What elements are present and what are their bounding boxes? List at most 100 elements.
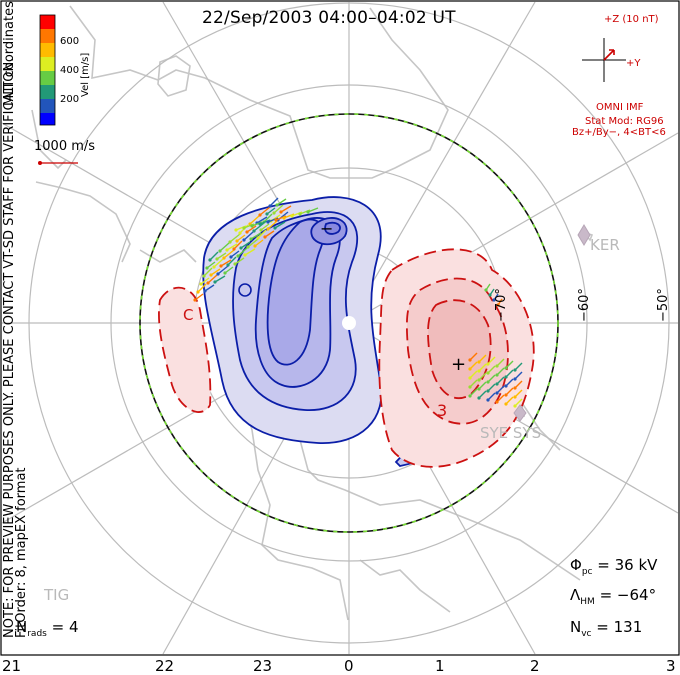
velocity-vector [487, 356, 496, 365]
velocity-vector [204, 284, 215, 292]
velocity-vector [469, 388, 478, 397]
velocity-vector-origin [268, 204, 272, 208]
velocity-vector-origin [486, 380, 490, 384]
mlt-label-1: 1 [435, 657, 445, 675]
velocity-vector-origin [477, 378, 481, 382]
velocity-vector-origin [513, 404, 517, 408]
velocity-vector-origin [258, 213, 262, 217]
velocity-vector [496, 367, 505, 376]
velocity-vector [505, 369, 514, 378]
velocity-vector [514, 362, 523, 371]
velocity-vector [496, 358, 505, 367]
velocity-vector [240, 241, 251, 249]
imf-clock-dial [582, 38, 626, 82]
velocity-vector [214, 275, 226, 283]
color-scale-bar [39, 14, 56, 126]
velocity-vector-origin [495, 382, 499, 386]
velocity-vector [254, 239, 264, 247]
velocity-vector-origin [234, 228, 238, 232]
mlt-label-22: 22 [155, 657, 175, 675]
velocity-vector-origin [202, 274, 206, 278]
velocity-vector [514, 371, 523, 380]
mlt-label-23: 23 [253, 657, 273, 675]
stat-lambda-symbol: Λ [570, 586, 581, 604]
colorbar-label: Vel [m/s] [80, 52, 91, 97]
colorbar-tick-400: 400 [60, 65, 80, 76]
positive-potential-cell [158, 248, 535, 468]
velocity-vector-origin [468, 394, 472, 398]
velocity-vector [267, 220, 278, 230]
velocity-vector-origin [486, 398, 490, 402]
scale-vector-label: 1000 m/s [34, 139, 96, 154]
velocity-vector [209, 251, 219, 261]
velocity-vector-origin [226, 263, 230, 267]
map-title: 22/Sep/2003 04:00–04:02 UT [202, 8, 456, 28]
station-markers [513, 224, 591, 422]
stat-nrads-symbol: N [16, 618, 28, 636]
velocity-vector [227, 256, 237, 266]
stat-phi-value: = 36 kV [597, 556, 658, 574]
velocity-vector-origin [215, 257, 219, 261]
stat-nrads-sub: rads [27, 629, 47, 639]
velocity-vector-origin [468, 367, 472, 371]
velocity-vector [194, 293, 204, 301]
velocity-vector-origin [504, 375, 508, 379]
velocity-vector [260, 223, 270, 231]
stat-nvc: Nvc = 131 [570, 618, 642, 639]
velocity-vector-origin [477, 369, 481, 373]
velocity-vector-origin [256, 236, 260, 240]
velocity-vector-origin [477, 396, 481, 400]
velocity-vector [217, 265, 229, 275]
velocity-vector-origin [219, 264, 223, 268]
velocity-vector [259, 206, 271, 216]
imf-y-label: +Y [626, 58, 641, 69]
velocity-vector-origin [205, 266, 209, 270]
mlt-label-2: 2 [530, 657, 540, 675]
velocity-vector [249, 215, 260, 225]
velocity-vector-origin [259, 228, 263, 232]
velocity-vector [243, 231, 254, 241]
velocity-vector [478, 390, 487, 399]
velocity-vector [220, 259, 232, 267]
velocity-vector-origin [208, 258, 212, 262]
velocity-vector-origin [513, 368, 517, 372]
velocity-vector-origin [225, 248, 229, 252]
velocity-vector-origin [246, 245, 250, 249]
velocity-vector [505, 387, 514, 396]
velocity-vector [469, 379, 478, 388]
velocity-vector [257, 229, 267, 239]
velocity-vector-origin [228, 240, 232, 244]
velocity-vector [496, 376, 505, 385]
velocity-vector-origin [486, 362, 490, 366]
velocity-vector [237, 247, 248, 257]
stat-nrads-value: = 4 [51, 618, 79, 636]
velocity-vector-origin [245, 230, 249, 234]
velocity-vector [236, 234, 246, 242]
velocity-vector [274, 221, 286, 229]
velocity-vector [269, 197, 279, 207]
velocity-vector [197, 283, 207, 293]
velocity-vectors [193, 197, 523, 408]
velocity-vector-origin [196, 290, 200, 294]
velocity-vector-origin [229, 255, 233, 259]
latitude-label-60: −60° [577, 288, 592, 322]
velocity-vector [487, 365, 496, 374]
velocity-vector-origin [239, 246, 243, 250]
velocity-vector-origin [252, 229, 256, 233]
velocity-vector [487, 374, 496, 383]
velocity-vector-origin [504, 402, 508, 406]
pole-marker [342, 316, 356, 330]
velocity-vector [469, 361, 478, 370]
velocity-vector-origin [477, 387, 481, 391]
map-frame [0, 0, 680, 656]
velocity-vector-origin [486, 389, 490, 393]
imf-stat-mod: Stat Mod: RG96 [585, 116, 664, 127]
contour-label-three: 3 [437, 401, 447, 420]
velocity-vector [213, 258, 224, 268]
velocity-vector [478, 372, 487, 381]
velocity-vector-origin [233, 262, 237, 266]
velocity-vector [223, 249, 235, 259]
velocity-vector-origin [275, 203, 279, 207]
stat-lambda-sub: HM [580, 597, 595, 607]
